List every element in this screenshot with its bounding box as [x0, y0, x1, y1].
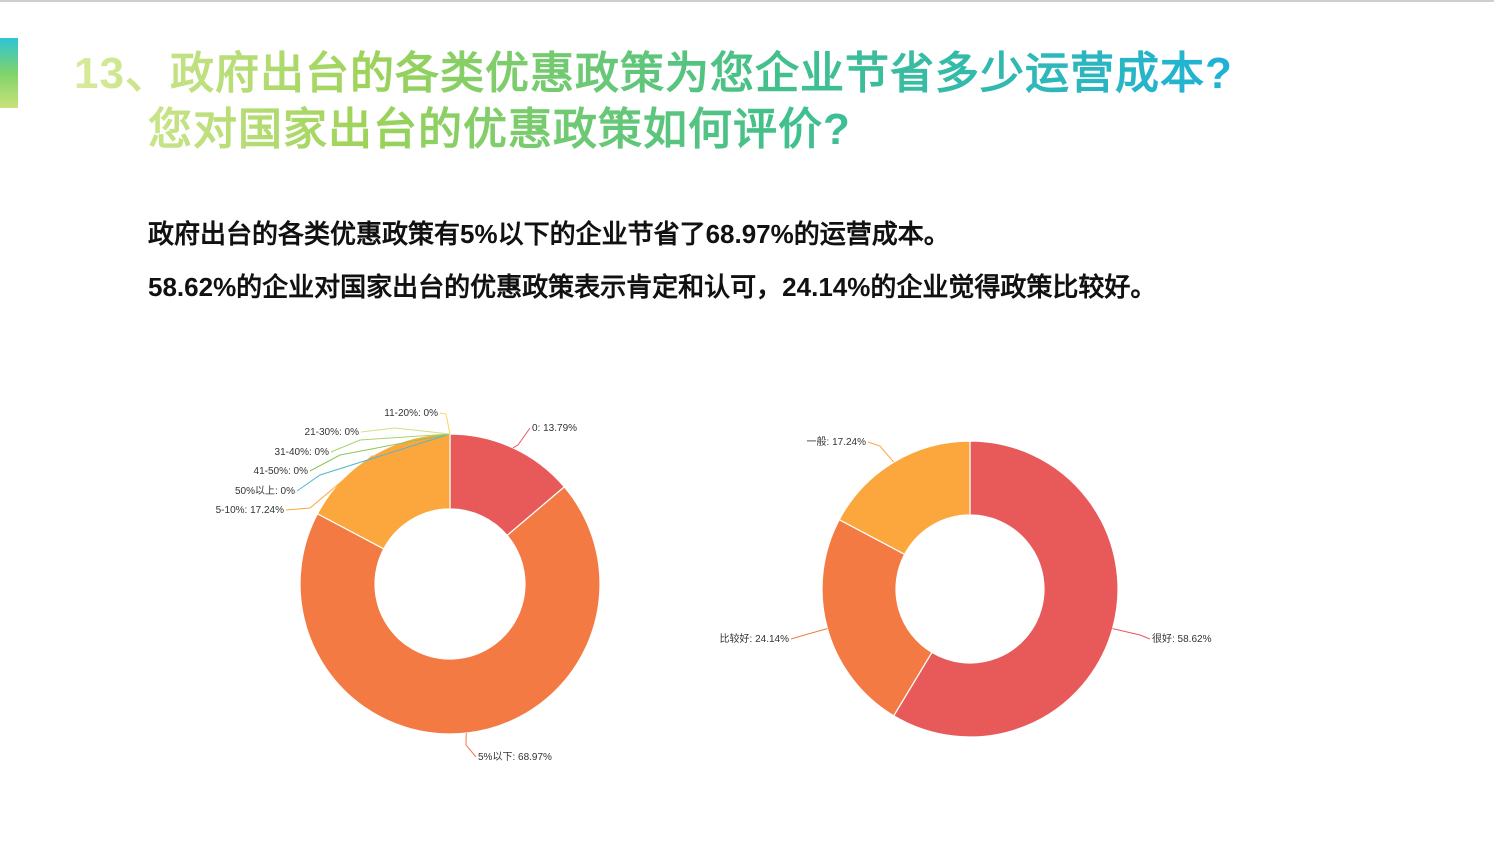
chart2-leader-0 — [1112, 628, 1151, 640]
chart1-label-5: 31-40%: 0% — [275, 447, 330, 458]
summary-line-1: 政府出台的各类优惠政策有5%以下的企业节省了68.97%的运营成本。 — [148, 219, 950, 249]
summary-line-2: 58.62%的企业对国家出台的优惠政策表示肯定和认可，24.14%的企业觉得政策… — [148, 272, 1157, 302]
chart1-slice-1 — [299, 486, 601, 735]
chart1-label-3: 50%以上: 0% — [235, 485, 295, 497]
chart1-label-1: 5%以下: 68.97% — [478, 752, 552, 763]
chart2-slice-2 — [838, 440, 971, 556]
chart1-leader-0 — [512, 427, 531, 449]
top-rule — [0, 0, 1494, 2]
chart1-label-6: 21-30%: 0% — [305, 427, 360, 438]
chart2-leader-1 — [790, 628, 828, 640]
chart1-leader-7 — [439, 412, 451, 435]
chart1-label-0: 0: 13.79% — [532, 423, 577, 434]
accent-bar — [0, 38, 18, 108]
chart1-label-2: 5-10%: 17.24% — [216, 505, 284, 516]
chart2-label-2: 一般: 17.24% — [807, 435, 867, 448]
chart1-leader-1 — [465, 733, 477, 758]
chart2-slice-0 — [892, 440, 1119, 738]
chart1-leader-6 — [360, 427, 451, 435]
summary-text: 政府出台的各类优惠政策有5%以下的企业节省了68.97%的运营成本。 58.62… — [148, 208, 1156, 314]
chart1-leader-4 — [309, 433, 451, 472]
chart1-label-7: 11-20%: 0% — [384, 408, 438, 419]
chart2-label-0: 很好: 58.62% — [1152, 632, 1212, 645]
chart1-leader-3 — [296, 433, 451, 492]
chart2-label-1: 比较好: 24.14% — [720, 632, 790, 645]
chart1-leader-2 — [285, 455, 373, 511]
chart1-leader-5 — [330, 433, 451, 453]
chart2-slice-1 — [821, 518, 933, 717]
chart2-leader-2 — [867, 441, 895, 463]
chart1-label-4: 41-50%: 0% — [254, 466, 309, 477]
